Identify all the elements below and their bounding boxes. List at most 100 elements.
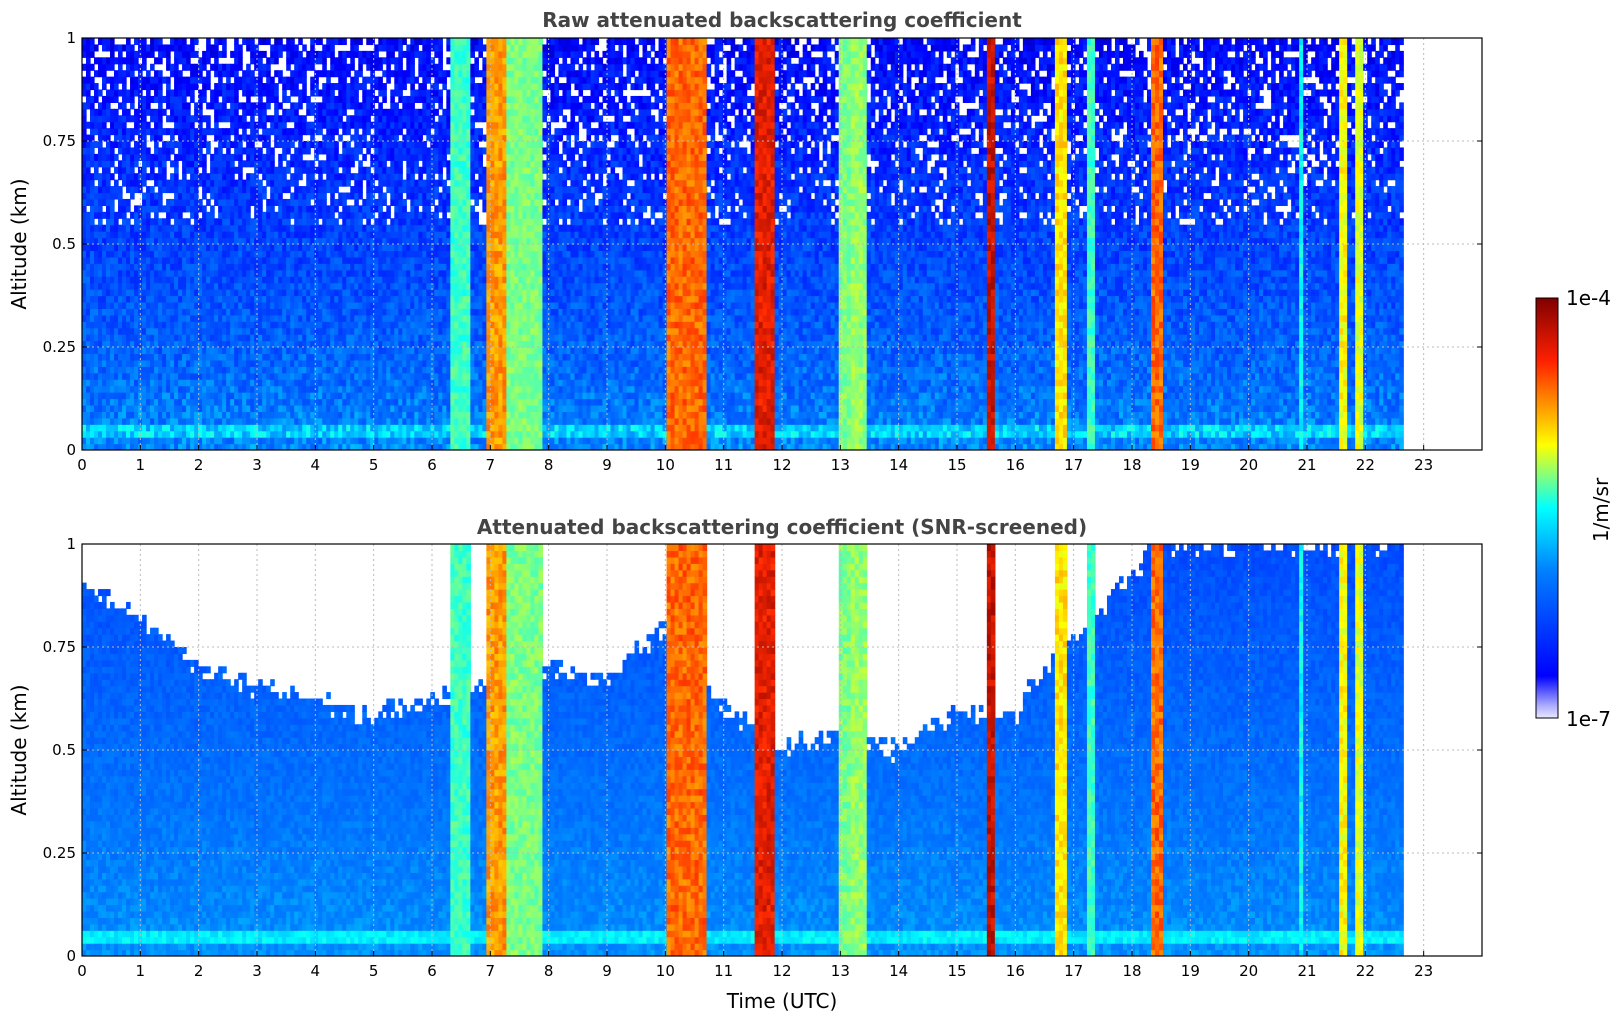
heatmap-cell (314, 263, 319, 271)
heatmap-cell (242, 231, 247, 239)
heatmap-cell (378, 347, 383, 355)
heatmap-cell (102, 411, 107, 419)
heatmap-cell (162, 218, 167, 226)
heatmap-cell (222, 102, 227, 110)
heatmap-cell (410, 379, 415, 387)
heatmap-cell (274, 211, 279, 219)
heatmap-cell (250, 70, 255, 78)
heatmap-cell (402, 186, 407, 194)
heatmap-cell (394, 256, 399, 264)
heatmap-cell (142, 353, 147, 361)
heatmap-cell (306, 141, 311, 149)
heatmap-cell (106, 366, 111, 374)
heatmap-cell (138, 76, 143, 84)
heatmap-cell (382, 424, 387, 432)
heatmap-cell (386, 57, 391, 65)
heatmap-cell (98, 186, 103, 194)
heatmap-cell (226, 276, 231, 284)
heatmap-cell (190, 289, 195, 297)
heatmap-cell (182, 108, 187, 116)
heatmap-cell (210, 186, 215, 194)
heatmap-cell (142, 334, 147, 342)
heatmap-cell (330, 44, 335, 52)
heatmap-cell (234, 256, 239, 264)
heatmap-cell (422, 108, 427, 116)
heatmap-cell (98, 314, 103, 322)
heatmap-cell (82, 134, 87, 142)
heatmap-cell (198, 417, 203, 425)
heatmap-cell (278, 237, 283, 245)
heatmap-cell (274, 166, 279, 174)
heatmap-cell (110, 147, 115, 155)
heatmap-cell (398, 334, 403, 342)
heatmap-cell (370, 314, 375, 322)
heatmap-cell (342, 205, 347, 213)
heatmap-cell (242, 437, 247, 445)
heatmap-cell (410, 385, 415, 393)
heatmap-cell (330, 173, 335, 181)
heatmap-cell (358, 379, 363, 387)
heatmap-cell (114, 237, 119, 245)
heatmap-cell (254, 128, 259, 136)
heatmap-cell (126, 250, 131, 258)
heatmap-cell (194, 237, 199, 245)
heatmap-cell (150, 334, 155, 342)
heatmap-cell (250, 301, 255, 309)
heatmap-cell (90, 437, 95, 445)
heatmap-cell (130, 372, 135, 380)
heatmap-cell (178, 115, 183, 123)
heatmap-cell (106, 44, 111, 52)
heatmap-cell (210, 44, 215, 52)
heatmap-cell (214, 263, 219, 271)
heatmap-cell (338, 198, 343, 206)
heatmap-cell (246, 314, 251, 322)
heatmap-cell (282, 308, 287, 316)
heatmap-cell (366, 359, 371, 367)
heatmap-cell (382, 289, 387, 297)
heatmap-cell (382, 115, 387, 123)
heatmap-cell (254, 160, 259, 168)
heatmap-cell (398, 372, 403, 380)
heatmap-cell (118, 192, 123, 200)
heatmap-cell (182, 263, 187, 271)
heatmap-cell (358, 340, 363, 348)
heatmap-cell (162, 289, 167, 297)
heatmap-cell (246, 108, 251, 116)
heatmap-cell (286, 430, 291, 438)
heatmap-cell (402, 153, 407, 161)
heatmap-cell (262, 295, 267, 303)
heatmap-cell (410, 301, 415, 309)
heatmap-cell (302, 398, 307, 406)
heatmap-cell (230, 198, 235, 206)
heatmap-cell (134, 121, 139, 129)
heatmap-cell (126, 50, 131, 58)
heatmap-cell (246, 327, 251, 335)
heatmap-cell (310, 160, 315, 168)
heatmap-cell (318, 89, 323, 97)
heatmap-cell (318, 443, 323, 450)
heatmap-cell (422, 192, 427, 200)
heatmap-cell (374, 276, 379, 284)
heatmap-cell (386, 224, 391, 232)
heatmap-cell (110, 340, 115, 348)
heatmap-cell (414, 179, 419, 187)
heatmap-cell (242, 186, 247, 194)
heatmap-cell (202, 269, 207, 277)
heatmap-cell (198, 379, 203, 387)
heatmap-cell (110, 347, 115, 355)
heatmap-cell (298, 186, 303, 194)
heatmap-cell (366, 192, 371, 200)
heatmap-cell (190, 295, 195, 303)
heatmap-cell (254, 256, 259, 264)
heatmap-cell (402, 379, 407, 387)
heatmap-cell (182, 50, 187, 58)
heatmap-cell (266, 115, 271, 123)
heatmap-cell (246, 141, 251, 149)
heatmap-cell (194, 301, 199, 309)
heatmap-cell (174, 102, 179, 110)
heatmap-cell (410, 44, 415, 52)
heatmap-cell (414, 379, 419, 387)
heatmap-cell (230, 153, 235, 161)
heatmap-cell (298, 173, 303, 181)
heatmap-cell (342, 340, 347, 348)
